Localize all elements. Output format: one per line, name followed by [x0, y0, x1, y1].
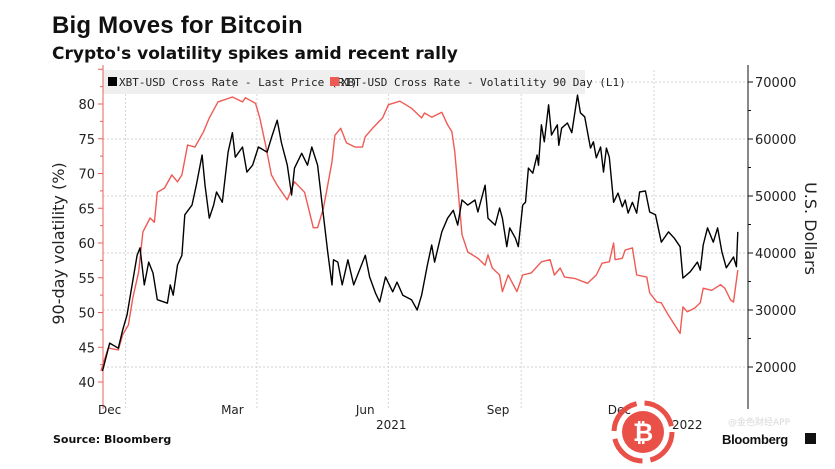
left-tick-label: 40 [78, 376, 95, 391]
legend-background [103, 70, 585, 94]
chart-subtitle: Crypto's volatility spikes amid recent r… [52, 44, 458, 64]
x-tick-label: Dec [98, 403, 121, 417]
bloomberg-logo-mark [805, 433, 816, 444]
source-note: Source: Bloomberg [53, 433, 172, 446]
watermark-text: @金色财经APP [728, 418, 791, 428]
right-axis-title: U.S. Dollars [801, 182, 820, 275]
bitcoin-icon: ₿ [611, 400, 675, 464]
bitcoin-symbol: ₿ [633, 418, 653, 447]
left-tick-label: 55 [78, 272, 95, 287]
right-tick-label: 40000 [755, 247, 796, 262]
right-tick-label: 70000 [755, 76, 796, 91]
left-tick-label: 60 [78, 237, 95, 252]
volatility-line [100, 96, 739, 372]
right-tick-label: 30000 [755, 304, 796, 319]
watermark-coin [622, 411, 664, 453]
x-tick-label: Sep [487, 403, 510, 417]
watermark-ring [611, 400, 675, 464]
right-tick-label: 60000 [755, 133, 796, 148]
left-tick-label: 80 [78, 98, 95, 113]
left-tick-label: 70 [78, 168, 95, 183]
legend-swatch-price [108, 77, 117, 86]
price-line [101, 94, 739, 372]
left-axis-title: 90-day volatility (%) [49, 162, 68, 324]
x-year-label: 2022 [672, 418, 703, 432]
legend-label-volatility: XBT-USD Cross Rate - Volatility 90 Day (… [341, 76, 626, 89]
left-tick-label: 50 [78, 307, 95, 322]
left-tick-label: 65 [78, 202, 95, 217]
chart-title: Big Moves for Bitcoin [52, 12, 303, 39]
x-tick-label: Mar [221, 403, 244, 417]
left-tick-label: 75 [78, 133, 95, 148]
legend-label-price: XBT-USD Cross Rate - Last Price (R1) [119, 76, 357, 89]
x-year-label: 2021 [376, 418, 407, 432]
bloomberg-logo: Bloomberg [722, 432, 788, 447]
right-tick-label: 20000 [755, 361, 796, 376]
left-tick-label: 45 [78, 341, 95, 356]
x-tick-label: Jun [355, 403, 375, 417]
legend-swatch-volatility [330, 77, 339, 86]
right-tick-label: 50000 [755, 190, 796, 205]
